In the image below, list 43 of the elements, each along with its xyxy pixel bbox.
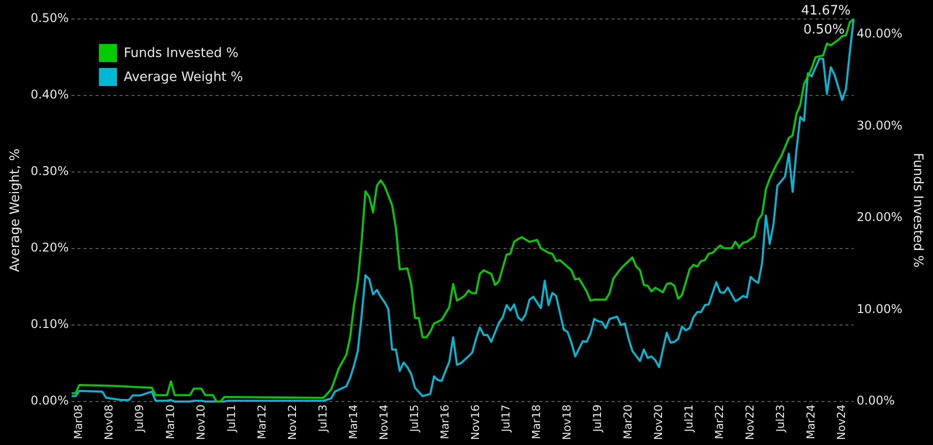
- x-tick-label: Mar22: [713, 404, 726, 440]
- y-tick-label: 0.10%: [30, 317, 69, 332]
- y2-tick-label: 10.00%: [856, 302, 902, 316]
- x-tick-label: Nov12: [286, 404, 299, 440]
- x-tick-label: Nov18: [560, 404, 574, 440]
- x-tick-label: Nov08: [102, 404, 116, 440]
- x-tick-label: Jul21: [682, 404, 696, 433]
- y2-tick-label: 20.00%: [856, 210, 902, 224]
- x-tick-label: Nov20: [652, 404, 665, 440]
- x-tick-label: Jul15: [408, 404, 421, 433]
- y-tick-label: 0.20%: [30, 240, 69, 255]
- y-axis-title: Average Weight, %: [8, 148, 24, 272]
- x-tick-label: Mar24: [804, 404, 818, 440]
- y2-axis-title: Funds Invested %: [910, 152, 925, 268]
- x-tick-label: Mar14: [346, 404, 360, 440]
- x-tick-label: Mar16: [438, 404, 452, 440]
- legend-label: Average Weight %: [124, 70, 244, 84]
- x-tick-label: Mar18: [530, 404, 543, 440]
- y-tick-label: 0.30%: [30, 164, 69, 178]
- x-tick-label: Nov16: [468, 404, 482, 440]
- x-tick-label: Mar08: [72, 404, 86, 440]
- y2-tick-label: 40.00%: [856, 26, 902, 40]
- x-tick-label: Jul11: [224, 404, 238, 433]
- legend-label: Funds Invested %: [124, 46, 238, 60]
- y-tick-label: 0.40%: [30, 88, 69, 102]
- x-tick-label: Mar12: [255, 404, 268, 440]
- x-tick-label: Jul19: [590, 404, 604, 433]
- y-tick-label: 0.00%: [30, 394, 69, 408]
- x-tick-label: Jul13: [316, 404, 330, 433]
- x-tick-label: Mar20: [621, 404, 634, 440]
- y2-tick-label: 30.00%: [856, 118, 902, 132]
- x-tick-label: Jul23: [774, 404, 788, 433]
- x-tick-label: Nov14: [377, 404, 390, 440]
- x-tick-label: Jul17: [499, 404, 512, 433]
- x-tick-label: Jul09: [133, 404, 146, 433]
- data-label: 41.67%: [801, 3, 851, 18]
- data-label: 0.50%: [803, 22, 845, 38]
- x-tick-label: Nov24: [835, 404, 848, 440]
- x-tick-label: Nov22: [744, 404, 757, 440]
- y-tick-label: 0.50%: [30, 11, 69, 26]
- x-tick-label: Nov10: [194, 404, 208, 440]
- x-tick-label: Mar10: [164, 404, 177, 440]
- y2-tick-label: 0.00%: [856, 394, 895, 408]
